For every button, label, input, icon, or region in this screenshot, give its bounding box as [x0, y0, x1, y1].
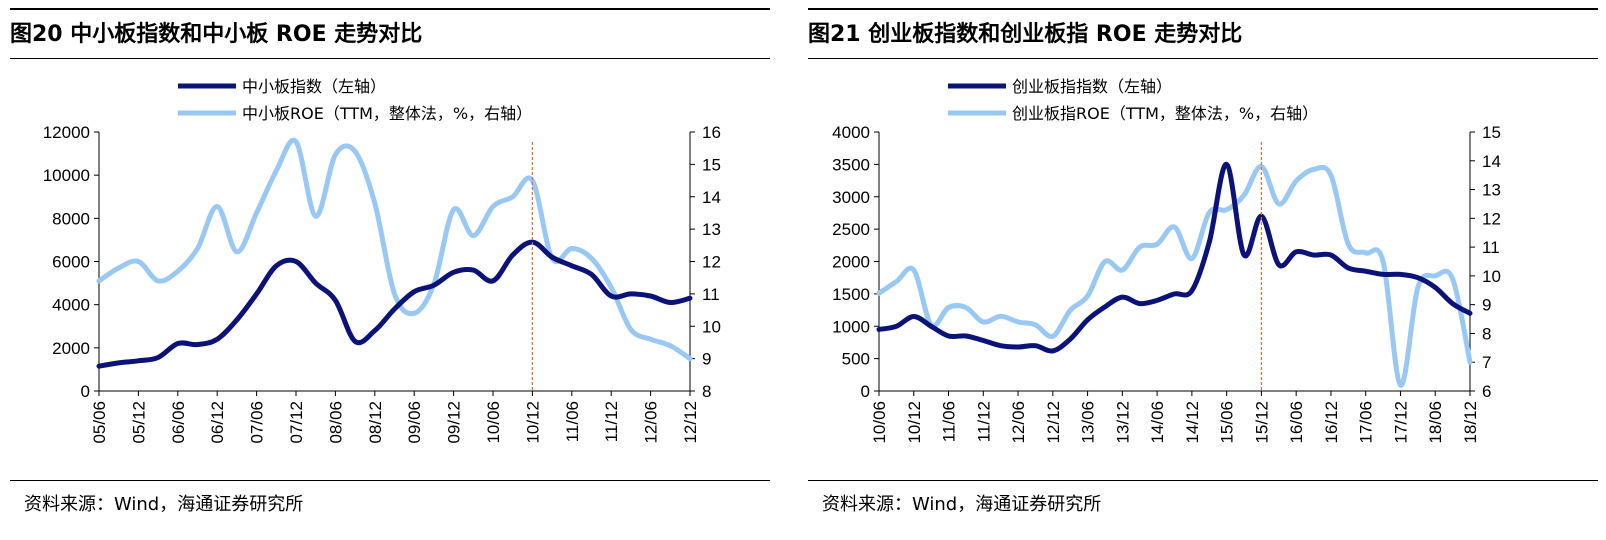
roe-series-line: [96, 137, 693, 362]
right-tick-label: 16: [702, 123, 721, 142]
x-tick-label: 09/06: [405, 401, 424, 444]
left-tick-label: 3500: [832, 155, 870, 174]
x-tick-label: 07/12: [287, 401, 306, 444]
x-tick-label: 08/12: [366, 401, 385, 444]
left-tick-label: 8000: [52, 209, 90, 228]
x-tick-label: 12/06: [1009, 401, 1028, 444]
right-tick-label: 8: [1482, 324, 1491, 343]
x-tick-label: 10/12: [523, 401, 542, 444]
right-tick-label: 9: [1482, 296, 1491, 315]
x-tick-label: 13/12: [1113, 401, 1132, 444]
x-tick-label: 12/06: [642, 401, 661, 444]
x-tick-label: 15/12: [1252, 401, 1271, 444]
x-tick-label: 11/06: [563, 401, 582, 442]
legend-label: 中小板ROE（TTM，整体法，%，右轴）: [242, 104, 532, 123]
chart-panel-left: 图20 中小板指数和中小板 ROE 走势对比 中小板指数（左轴） 中小板ROE（T…: [10, 0, 770, 540]
x-tick-label: 14/12: [1183, 401, 1202, 444]
bottom-rule: [10, 480, 770, 481]
x-tick-label: 05/06: [90, 401, 109, 444]
left-tick-label: 0: [81, 382, 90, 401]
right-tick-label: 11: [702, 285, 720, 304]
x-tick-label: 10/06: [870, 401, 889, 444]
x-tick-label: 10/12: [905, 401, 924, 444]
left-tick-label: 2000: [52, 339, 90, 358]
legend-label: 中小板指数（左轴）: [242, 77, 386, 96]
right-tick-label: 12: [702, 253, 721, 272]
x-tick-label: 11/12: [602, 401, 621, 442]
bottom-rule: [808, 480, 1598, 481]
x-tick-label: 09/12: [445, 401, 464, 444]
right-tick-label: 10: [1482, 267, 1501, 286]
x-tick-label: 08/06: [326, 401, 345, 444]
line-chart: 中小板指数（左轴） 中小板ROE（TTM，整体法，%，右轴） 0 2000 4000 60…: [43, 77, 721, 444]
x-tick-label: 17/06: [1357, 401, 1376, 444]
chart-title: 图20 中小板指数和中小板 ROE 走势对比: [10, 22, 423, 47]
right-tick-label: 14: [702, 188, 721, 207]
x-tick-label: 10/06: [484, 401, 503, 444]
roe-series-line: [876, 164, 1473, 388]
chart-panel-right: 图21 创业板指数和创业板指 ROE 走势对比 创业板指指数（左轴） 创业板指RO…: [808, 0, 1598, 540]
x-tick-label: 16/06: [1287, 401, 1306, 444]
x-tick-label: 18/06: [1426, 401, 1445, 444]
right-tick-label: 6: [1482, 382, 1491, 401]
left-tick-label: 1000: [832, 317, 870, 336]
x-tick-label: 05/12: [129, 401, 148, 444]
right-tick-label: 12: [1482, 209, 1501, 228]
x-tick-label: 15/06: [1218, 401, 1237, 444]
right-tick-label: 11: [1482, 238, 1500, 257]
x-tick-label: 16/12: [1322, 401, 1341, 444]
left-tick-label: 4000: [52, 296, 90, 315]
x-tick-label: 11/12: [974, 401, 993, 442]
left-tick-label: 6000: [52, 253, 90, 272]
x-tick-label: 13/06: [1079, 401, 1098, 444]
x-tick-label: 11/06: [940, 401, 959, 442]
left-tick-label: 10000: [43, 166, 90, 185]
right-tick-label: 9: [702, 350, 711, 369]
source-note: 资料来源：Wind，海通证券研究所: [822, 494, 1102, 515]
left-tick-label: 0: [861, 382, 870, 401]
top-rule: [10, 8, 770, 10]
legend-label: 创业板指ROE（TTM，整体法，%，右轴）: [1012, 104, 1318, 123]
left-tick-label: 12000: [43, 123, 90, 142]
right-tick-label: 13: [702, 220, 721, 239]
index-series-line: [96, 239, 693, 369]
left-tick-label: 3000: [832, 188, 870, 207]
chart-title: 图21 创业板指数和创业板指 ROE 走势对比: [808, 22, 1243, 47]
x-tick-label: 12/12: [681, 401, 700, 444]
line-chart: 创业板指指数（左轴） 创业板指ROE（TTM，整体法，%，右轴） 0 500 1000 1…: [832, 77, 1501, 444]
right-tick-label: 10: [702, 317, 721, 336]
source-note: 资料来源：Wind，海通证券研究所: [24, 494, 304, 515]
x-tick-label: 07/06: [248, 401, 267, 444]
top-rule: [808, 8, 1598, 10]
left-tick-label: 500: [842, 350, 870, 369]
x-tick-label: 06/12: [208, 401, 227, 444]
x-tick-label: 17/12: [1391, 401, 1410, 444]
left-tick-label: 2500: [832, 220, 870, 239]
left-tick-label: 4000: [832, 123, 870, 142]
index-series-line: [876, 161, 1473, 354]
right-tick-label: 15: [1482, 123, 1501, 142]
x-tick-label: 18/12: [1461, 401, 1480, 444]
left-tick-label: 1500: [832, 285, 870, 304]
legend-label: 创业板指指数（左轴）: [1012, 77, 1172, 96]
right-tick-label: 15: [702, 155, 721, 174]
right-tick-label: 8: [702, 382, 711, 401]
right-tick-label: 13: [1482, 181, 1501, 200]
right-tick-label: 7: [1482, 353, 1491, 372]
x-tick-label: 06/06: [169, 401, 188, 444]
title-rule: [10, 58, 770, 59]
title-rule: [808, 58, 1598, 59]
x-tick-label: 14/06: [1148, 401, 1167, 444]
x-tick-label: 12/12: [1044, 401, 1063, 444]
right-tick-label: 14: [1482, 152, 1501, 171]
left-tick-label: 2000: [832, 253, 870, 272]
